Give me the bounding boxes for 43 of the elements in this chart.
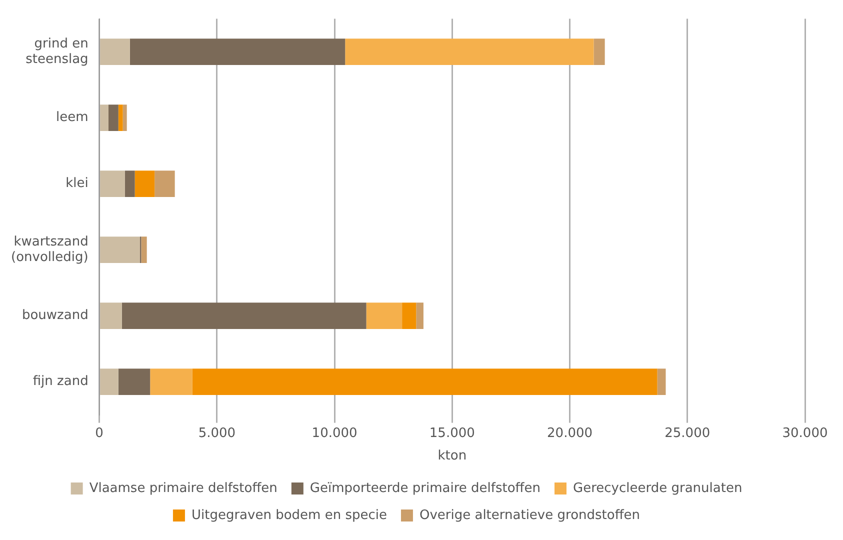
y-tick-label: leem bbox=[56, 110, 88, 126]
y-tick-label: bouwzand bbox=[22, 308, 88, 324]
bar bbox=[130, 38, 346, 65]
bar bbox=[154, 170, 175, 197]
bar bbox=[416, 302, 424, 329]
bar bbox=[150, 368, 192, 395]
bar bbox=[134, 170, 155, 197]
bar bbox=[100, 236, 140, 263]
x-tick-label: 0 bbox=[95, 426, 104, 441]
bar bbox=[192, 368, 658, 395]
bar bbox=[122, 302, 366, 329]
bar bbox=[118, 104, 123, 131]
bar bbox=[100, 104, 108, 131]
legend-label: Overige alternatieve grondstoffen bbox=[419, 508, 640, 523]
bar bbox=[124, 170, 135, 197]
y-tick-label: grind en steenslag bbox=[26, 36, 88, 67]
bar bbox=[402, 302, 416, 329]
x-tick-label: 10.000 bbox=[312, 426, 358, 441]
bar bbox=[122, 104, 127, 131]
bar bbox=[657, 368, 666, 395]
x-tick-label: 5.000 bbox=[198, 426, 236, 441]
bar bbox=[141, 236, 147, 263]
bar bbox=[100, 170, 125, 197]
bar bbox=[345, 38, 594, 65]
x-tick-label: 20.000 bbox=[547, 426, 593, 441]
bar bbox=[100, 302, 122, 329]
bar bbox=[100, 38, 130, 65]
x-axis-title: kton bbox=[438, 448, 467, 464]
y-tick-label: kwartszand (onvolledig) bbox=[10, 234, 88, 265]
bar bbox=[366, 302, 402, 329]
legend-label: Geïmporteerde primaire delfstoffen bbox=[310, 480, 541, 496]
bar bbox=[108, 104, 118, 131]
bar bbox=[594, 38, 605, 65]
legend-label: Gerecycleerde granulaten bbox=[573, 480, 742, 496]
legend-label: Uitgegraven bodem en specie bbox=[191, 508, 387, 523]
legend-label: Vlaamse primaire delfstoffen bbox=[89, 480, 278, 496]
bar bbox=[118, 368, 150, 395]
y-tick-label: fijn zand bbox=[32, 374, 88, 390]
bar bbox=[100, 368, 118, 395]
x-tick-label: 25.000 bbox=[664, 426, 710, 441]
x-tick-label: 30.000 bbox=[782, 426, 828, 441]
y-tick-label: klei bbox=[66, 176, 88, 192]
x-tick-label: 15.000 bbox=[429, 426, 475, 441]
